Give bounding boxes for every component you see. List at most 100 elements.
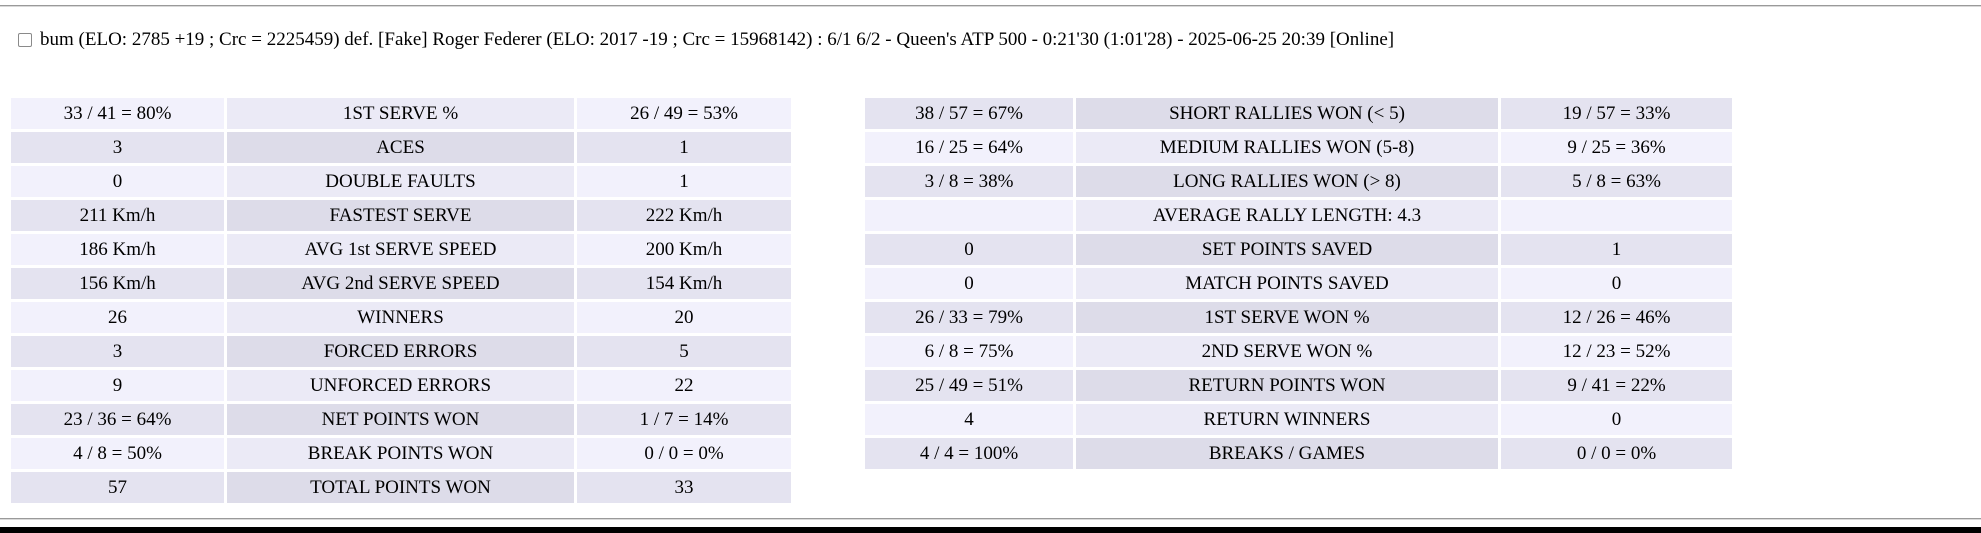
stat-row: 26 / 33 = 79% 1ST SERVE WON % 12 / 26 = 46… [865,302,1732,333]
stat-value-loser: 12 / 23 = 52% [1501,336,1732,367]
stat-value-loser: 154 Km/h [577,268,791,299]
stat-label: FORCED ERRORS [227,336,574,367]
match-summary-text: bum (ELO: 2785 +19 ; Crc = 2225459) def.… [40,29,1395,50]
stat-value-winner: 0 [865,234,1073,265]
stat-row: AVERAGE RALLY LENGTH: 4.3 [865,200,1732,231]
stat-row: 4 / 4 = 100% BREAKS / GAMES 0 / 0 = 0% [865,438,1732,469]
stat-row: 4 / 8 = 50% BREAK POINTS WON 0 / 0 = 0% [11,438,791,469]
bottom-divider [0,518,1981,520]
stat-value-winner: 25 / 49 = 51% [865,370,1073,401]
stat-label: RETURN POINTS WON [1076,370,1498,401]
stat-label: MEDIUM RALLIES WON (5-8) [1076,132,1498,163]
serve-stats-table: 33 / 41 = 80% 1ST SERVE % 26 / 49 = 53% 3 AC… [8,95,794,506]
stat-value-winner: 16 / 25 = 64% [865,132,1073,163]
stat-value-loser: 20 [577,302,791,333]
stat-label: MATCH POINTS SAVED [1076,268,1498,299]
stat-value-loser [1501,200,1732,231]
stat-value-winner [865,200,1073,231]
stat-value-loser: 222 Km/h [577,200,791,231]
rally-stats-table: 38 / 57 = 67% SHORT RALLIES WON (< 5) 19 /… [862,95,1735,472]
stat-value-winner: 211 Km/h [11,200,224,231]
stat-value-loser: 1 [1501,234,1732,265]
stat-label: AVERAGE RALLY LENGTH: 4.3 [1076,200,1498,231]
stat-row: 4 RETURN WINNERS 0 [865,404,1732,435]
stat-value-loser: 1 [577,166,791,197]
top-divider [0,5,1981,7]
match-select-checkbox[interactable] [18,33,32,47]
stat-value-loser: 5 / 8 = 63% [1501,166,1732,197]
stat-label: DOUBLE FAULTS [227,166,574,197]
stat-value-winner: 26 [11,302,224,333]
stat-value-winner: 33 / 41 = 80% [11,98,224,129]
stat-row: 211 Km/h FASTEST SERVE 222 Km/h [11,200,791,231]
stat-row: 6 / 8 = 75% 2ND SERVE WON % 12 / 23 = 52% [865,336,1732,367]
stat-label: AVG 2nd SERVE SPEED [227,268,574,299]
stat-value-winner: 0 [11,166,224,197]
stat-value-winner: 4 / 4 = 100% [865,438,1073,469]
stat-value-winner: 0 [865,268,1073,299]
stat-row: 26 WINNERS 20 [11,302,791,333]
stat-label: AVG 1st SERVE SPEED [227,234,574,265]
stat-label: WINNERS [227,302,574,333]
stat-label: RETURN WINNERS [1076,404,1498,435]
stat-row: 3 / 8 = 38% LONG RALLIES WON (> 8) 5 / 8 =… [865,166,1732,197]
stat-row: 25 / 49 = 51% RETURN POINTS WON 9 / 41 = 2… [865,370,1732,401]
stat-value-winner: 4 [865,404,1073,435]
stat-row: 0 DOUBLE FAULTS 1 [11,166,791,197]
stat-value-winner: 9 [11,370,224,401]
stat-value-winner: 186 Km/h [11,234,224,265]
stat-value-winner: 156 Km/h [11,268,224,299]
stat-label: BREAK POINTS WON [227,438,574,469]
stat-label: LONG RALLIES WON (> 8) [1076,166,1498,197]
stat-label: 1ST SERVE % [227,98,574,129]
stat-label: ACES [227,132,574,163]
stat-row: 3 ACES 1 [11,132,791,163]
stat-value-loser: 12 / 26 = 46% [1501,302,1732,333]
stat-value-loser: 1 [577,132,791,163]
stat-row: 156 Km/h AVG 2nd SERVE SPEED 154 Km/h [11,268,791,299]
stat-value-winner: 6 / 8 = 75% [865,336,1073,367]
stat-value-winner: 3 [11,336,224,367]
stat-row: 0 MATCH POINTS SAVED 0 [865,268,1732,299]
stat-label: NET POINTS WON [227,404,574,435]
stat-value-winner: 3 / 8 = 38% [865,166,1073,197]
stat-row: 33 / 41 = 80% 1ST SERVE % 26 / 49 = 53% [11,98,791,129]
stat-value-loser: 33 [577,472,791,503]
stat-value-loser: 9 / 25 = 36% [1501,132,1732,163]
stat-row: 0 SET POINTS SAVED 1 [865,234,1732,265]
stat-value-loser: 22 [577,370,791,401]
stat-row: 9 UNFORCED ERRORS 22 [11,370,791,401]
stat-value-loser: 19 / 57 = 33% [1501,98,1732,129]
stat-label: FASTEST SERVE [227,200,574,231]
stat-row: 57 TOTAL POINTS WON 33 [11,472,791,503]
stat-value-loser: 26 / 49 = 53% [577,98,791,129]
stat-label: 1ST SERVE WON % [1076,302,1498,333]
stat-value-winner: 38 / 57 = 67% [865,98,1073,129]
stat-value-loser: 200 Km/h [577,234,791,265]
stat-row: 3 FORCED ERRORS 5 [11,336,791,367]
stat-value-loser: 1 / 7 = 14% [577,404,791,435]
stat-row: 16 / 25 = 64% MEDIUM RALLIES WON (5-8) 9 /… [865,132,1732,163]
stat-row: 186 Km/h AVG 1st SERVE SPEED 200 Km/h [11,234,791,265]
bottom-edge-bar [0,527,1981,533]
stat-value-loser: 9 / 41 = 22% [1501,370,1732,401]
stat-row: 38 / 57 = 67% SHORT RALLIES WON (< 5) 19 /… [865,98,1732,129]
stat-label: SHORT RALLIES WON (< 5) [1076,98,1498,129]
stat-label: TOTAL POINTS WON [227,472,574,503]
stat-value-loser: 0 / 0 = 0% [1501,438,1732,469]
match-result-header: bum (ELO: 2785 +19 ; Crc = 2225459) def.… [18,29,1394,51]
stat-value-loser: 5 [577,336,791,367]
stat-value-loser: 0 / 0 = 0% [577,438,791,469]
stat-label: BREAKS / GAMES [1076,438,1498,469]
stat-value-loser: 0 [1501,268,1732,299]
stat-value-winner: 4 / 8 = 50% [11,438,224,469]
stat-value-loser: 0 [1501,404,1732,435]
stat-label: SET POINTS SAVED [1076,234,1498,265]
stat-label: UNFORCED ERRORS [227,370,574,401]
stat-row: 23 / 36 = 64% NET POINTS WON 1 / 7 = 14% [11,404,791,435]
stat-value-winner: 23 / 36 = 64% [11,404,224,435]
stat-value-winner: 26 / 33 = 79% [865,302,1073,333]
stat-label: 2ND SERVE WON % [1076,336,1498,367]
stat-value-winner: 57 [11,472,224,503]
stat-value-winner: 3 [11,132,224,163]
